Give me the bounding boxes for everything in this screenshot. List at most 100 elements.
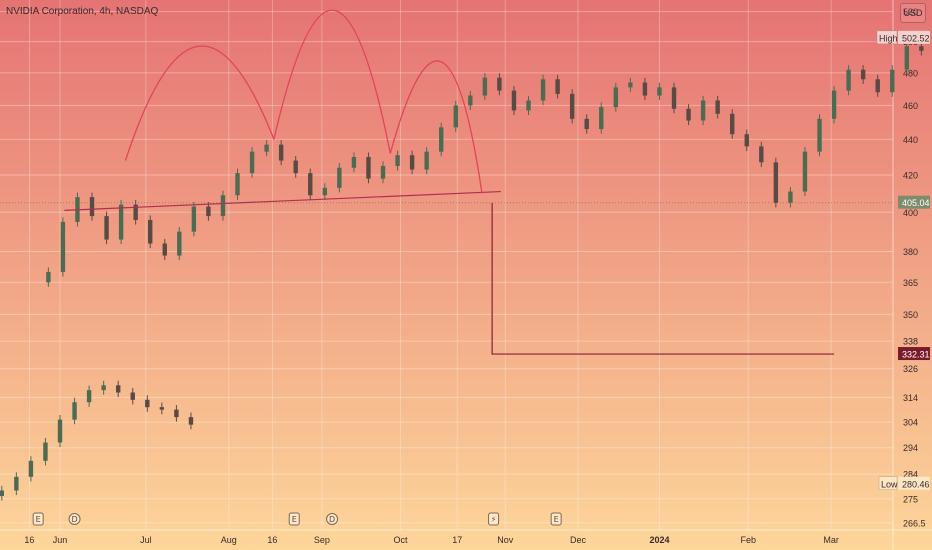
time-tick-label: Nov xyxy=(497,535,514,545)
candle xyxy=(686,104,691,126)
candle xyxy=(89,192,95,221)
candle-body xyxy=(715,100,720,114)
candle-body xyxy=(599,107,604,130)
candle xyxy=(657,82,662,101)
target-price-label: 332.31 xyxy=(902,350,930,360)
time-tick-label: Feb xyxy=(740,535,756,545)
candle xyxy=(14,472,19,496)
event-marker[interactable]: D xyxy=(326,513,339,525)
candle xyxy=(395,150,400,171)
candle-body xyxy=(351,156,357,168)
price-tick-label: 350 xyxy=(903,310,918,320)
candle-body xyxy=(162,243,167,256)
candle xyxy=(249,147,255,178)
candle-body xyxy=(642,82,648,96)
low-tag-bg xyxy=(878,476,898,491)
candle xyxy=(293,155,298,178)
candle xyxy=(145,395,150,412)
candle-body xyxy=(235,173,240,196)
earnings-marker xyxy=(32,512,44,526)
candle-body xyxy=(424,151,429,170)
candle xyxy=(133,200,138,225)
event-marker[interactable]: E xyxy=(550,512,562,526)
price-tick-label: 266.5 xyxy=(903,518,926,528)
event-marker[interactable]: E xyxy=(288,512,300,526)
candle-body xyxy=(101,385,106,391)
high-tag-bg xyxy=(876,30,898,45)
candle-body xyxy=(831,90,837,119)
candle-body xyxy=(468,95,473,106)
candle-body xyxy=(613,87,619,108)
candle-body xyxy=(555,79,560,94)
earnings-marker xyxy=(288,512,300,526)
candle-body xyxy=(919,46,924,51)
candle xyxy=(817,114,822,157)
time-tick-label: 17 xyxy=(452,535,462,545)
candle xyxy=(482,73,488,101)
candle xyxy=(104,211,109,245)
candle xyxy=(0,485,5,501)
candle-body xyxy=(366,156,371,179)
target-projection-line xyxy=(491,202,835,355)
time-tick-label: Oct xyxy=(393,535,408,545)
event-marker[interactable]: E xyxy=(32,512,44,526)
candle xyxy=(831,86,837,124)
candles xyxy=(0,41,924,501)
candle xyxy=(788,186,793,208)
candle-body xyxy=(133,204,138,220)
price-tick-label: 338 xyxy=(903,337,918,347)
candle xyxy=(322,183,328,200)
price-tick-label: 420 xyxy=(903,170,918,180)
time-tick-label: 16 xyxy=(24,535,34,545)
candle xyxy=(162,238,167,261)
price-tick-label: 520 xyxy=(903,7,918,17)
price-tick-label: 440 xyxy=(903,135,918,145)
time-tick-label: Jun xyxy=(53,535,68,545)
time-tick-label: Sep xyxy=(314,535,330,545)
candle xyxy=(159,402,165,415)
target-price-label-bg xyxy=(898,347,930,361)
candle xyxy=(497,73,502,96)
candle xyxy=(366,152,371,184)
candle-body xyxy=(206,206,211,217)
dividend-marker xyxy=(68,513,81,525)
low-price-label-bg xyxy=(898,476,930,490)
candle xyxy=(773,157,779,208)
candle-body xyxy=(409,155,415,170)
candle-body xyxy=(249,151,255,174)
candle xyxy=(526,95,531,116)
candle-body xyxy=(278,144,284,161)
candle xyxy=(468,90,473,111)
candle xyxy=(116,380,121,398)
candle-body xyxy=(130,392,135,400)
candle xyxy=(802,147,808,197)
candle-body xyxy=(860,69,866,80)
candle xyxy=(453,100,458,132)
event-marker-label: E xyxy=(36,515,41,524)
candle xyxy=(715,95,720,119)
candle xyxy=(60,217,66,277)
candle-body xyxy=(220,195,226,217)
event-marker-label: E xyxy=(554,515,559,524)
time-tick-label: 16 xyxy=(267,535,277,545)
candle xyxy=(919,41,924,56)
high-price-label-bg xyxy=(898,30,930,44)
event-marker[interactable]: D xyxy=(68,513,81,525)
candle xyxy=(409,150,415,175)
candle xyxy=(424,147,429,175)
event-marker-label: E xyxy=(292,515,297,524)
candle-body xyxy=(308,173,313,196)
candle xyxy=(744,129,749,151)
candle-body xyxy=(177,231,182,256)
event-marker-label: D xyxy=(329,515,335,524)
candle xyxy=(540,74,546,106)
price-tick-label: 365 xyxy=(903,278,918,288)
candle-body xyxy=(191,206,197,232)
candle-body xyxy=(497,77,502,91)
currency-button[interactable]: USD xyxy=(900,3,926,23)
event-marker[interactable]: ⚡ xyxy=(488,512,500,526)
candle xyxy=(174,405,179,422)
candle-body xyxy=(817,118,822,152)
